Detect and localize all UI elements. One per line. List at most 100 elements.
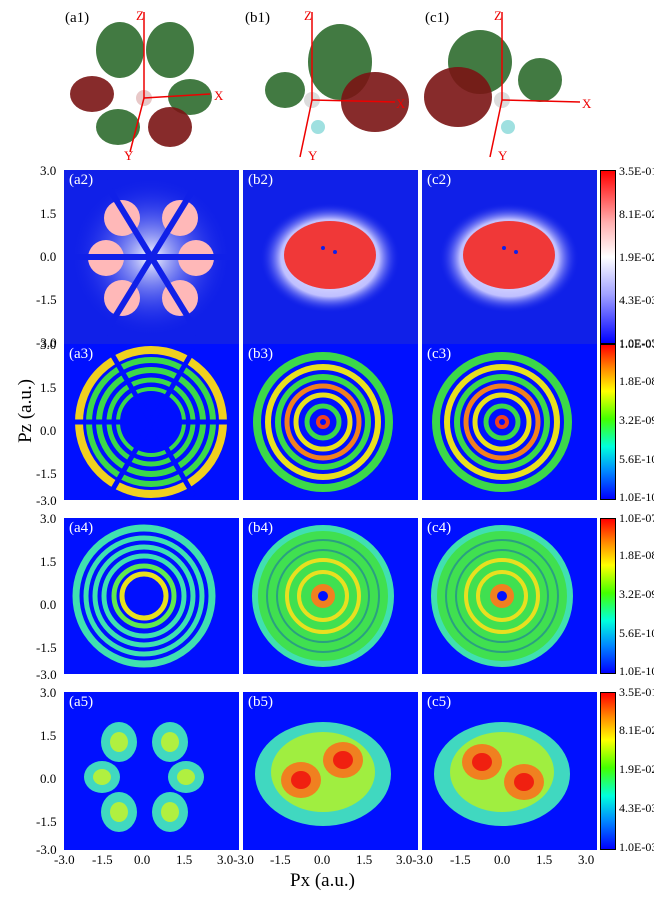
orbital-a1-drawing: Z X Y: [70, 8, 224, 163]
panel-b4: (b4): [243, 518, 418, 674]
panel-label: (a2): [69, 172, 94, 188]
panel-label-b1: (b1): [245, 10, 270, 26]
colorbar-tick: 3.5E-01: [619, 685, 654, 699]
axis-z-label: Z: [304, 8, 312, 23]
panel-b3: (b3): [243, 344, 418, 500]
colorbar-row5: [600, 692, 616, 850]
momentum-map-b3: [253, 352, 393, 492]
y-tick: -3.0: [36, 842, 57, 857]
y-tick: -3.0: [36, 667, 57, 682]
colorbar-tick: 1.0E-03: [619, 336, 654, 350]
colorbar-tick: 5.6E-10: [619, 626, 654, 640]
axis-z-label: Z: [136, 8, 144, 23]
colorbar-tick: 1.0E-07: [619, 337, 654, 351]
panel-label-a1: (a1): [65, 10, 90, 26]
panel-label: (c3): [427, 346, 452, 362]
y-tick: -1.5: [36, 292, 57, 307]
panel-label: (b3): [248, 346, 273, 362]
x-tick: 0.0: [494, 852, 511, 867]
colorbar-tick: 3.2E-09: [619, 413, 654, 427]
panel-label: (c4): [427, 520, 452, 536]
x-tick: 0.0: [134, 852, 151, 867]
panel-label-c1: (c1): [425, 10, 450, 26]
x-tick: 3.0-3.0: [217, 852, 254, 867]
momentum-map-a3: [74, 346, 229, 498]
panel-label: (a5): [69, 694, 94, 710]
y-tick: 0.0: [40, 249, 57, 264]
panel-a4: (a4): [64, 518, 239, 674]
momentum-map-b2: [260, 203, 400, 313]
panel-label: (c5): [427, 694, 452, 710]
molecule-a1: (a1) Z X Y: [60, 2, 240, 163]
colorbar-tick: 1.9E-02: [619, 250, 654, 264]
axis-y-label: Y: [124, 148, 134, 162]
y-tick: 1.5: [40, 380, 57, 395]
y-tick: 3.0: [40, 685, 57, 700]
momentum-map-b4: [252, 525, 394, 667]
momentum-map-a2: [71, 177, 231, 337]
x-tick: -1.5: [450, 852, 471, 867]
axis-y-label: Y: [498, 148, 508, 162]
panel-label: (b5): [248, 694, 273, 710]
axis-z-label: Z: [494, 8, 502, 23]
colorbar-tick: 8.1E-02: [619, 723, 654, 737]
molecule-c1: (c1) Z X Y: [420, 2, 600, 163]
molecule-b1: (b1) Z X Y: [240, 2, 420, 163]
colorbar-tick: 5.6E-10: [619, 452, 654, 466]
panel-c4: (c4): [422, 518, 597, 674]
colorbar-tick: 1.8E-08: [619, 548, 654, 562]
momentum-map-a5: [84, 722, 204, 832]
colorbar-tick: 1.0E-07: [619, 511, 654, 525]
x-tick: -1.5: [92, 852, 113, 867]
x-tick: 1.5: [176, 852, 193, 867]
axis-x-label: X: [396, 96, 406, 111]
momentum-map-c4: [431, 525, 573, 667]
y-tick: 1.5: [40, 728, 57, 743]
y-tick: 0.0: [40, 597, 57, 612]
x-tick: -3.0: [54, 852, 75, 867]
x-axis-label: Px (a.u.): [290, 870, 355, 891]
y-tick: -3.0: [36, 335, 57, 350]
y-tick: 0.0: [40, 771, 57, 786]
orbital-b1-drawing: Z X Y: [265, 8, 409, 163]
y-tick: -1.5: [36, 640, 57, 655]
y-tick: 3.0: [40, 511, 57, 526]
colorbar-tick: 1.0E-10: [619, 664, 654, 678]
panel-label: (b2): [248, 172, 273, 188]
colorbar-row2: [600, 170, 616, 344]
panel-b5: (b5): [243, 692, 418, 850]
colorbar-tick: 4.3E-03: [619, 801, 654, 815]
x-tick: 0.0: [314, 852, 331, 867]
colorbar-tick: 3.5E-01: [619, 164, 654, 178]
panel-a5: (a5): [64, 692, 239, 850]
panel-c3: (c3): [422, 344, 597, 500]
colorbar-tick: 3.2E-09: [619, 587, 654, 601]
y-tick: -3.0: [36, 493, 57, 508]
x-tick: 3.0-3.0: [396, 852, 433, 867]
panel-c5: (c5): [422, 692, 597, 850]
y-tick: 1.5: [40, 554, 57, 569]
colorbar-row3: [600, 344, 616, 500]
y-tick: 0.0: [40, 423, 57, 438]
y-axis-label: Pz (a.u.): [14, 379, 36, 443]
colorbar-row4: [600, 518, 616, 674]
panel-b2: (b2): [243, 170, 418, 345]
axis-x-label: X: [214, 88, 224, 103]
panel-label: (b4): [248, 520, 273, 536]
x-tick: -1.5: [270, 852, 291, 867]
panel-label: (a4): [69, 520, 94, 536]
panel-label: (a3): [69, 346, 94, 362]
y-tick: 3.0: [40, 163, 57, 178]
y-tick: -1.5: [36, 466, 57, 481]
panel-a3: (a3): [64, 344, 239, 500]
orbital-c1-drawing: Z X Y: [424, 8, 592, 163]
colorbar-tick: 1.0E-10: [619, 490, 654, 504]
colorbar-tick: 1.9E-02: [619, 762, 654, 776]
momentum-map-a4: [72, 524, 216, 668]
x-tick: 1.5: [356, 852, 373, 867]
colorbar-tick: 4.3E-03: [619, 293, 654, 307]
panel-a2: (a2): [64, 170, 239, 345]
momentum-map-b5: [255, 722, 391, 826]
y-tick: 1.5: [40, 206, 57, 221]
momentum-map-c3: [432, 352, 572, 492]
